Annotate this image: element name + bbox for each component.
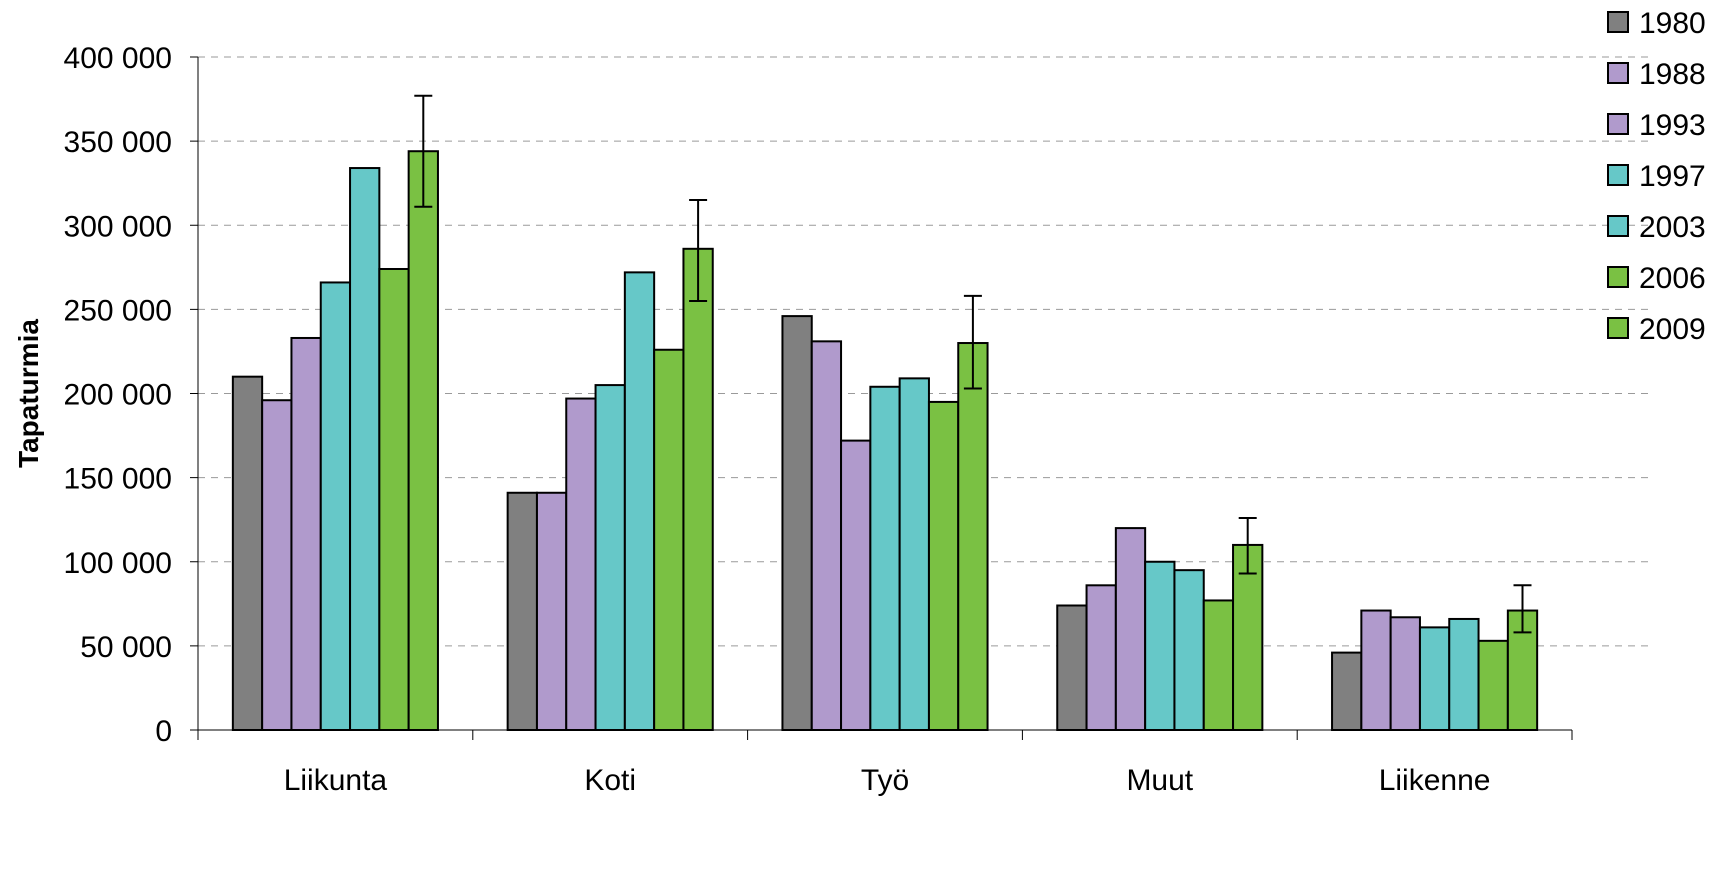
bar-2009-koti xyxy=(682,247,714,731)
legend-label-2003: 2003 xyxy=(1639,211,1706,244)
bar-1993-muut xyxy=(1114,527,1147,731)
bar-2003-liikunta xyxy=(349,167,381,732)
bar-1988-työ xyxy=(810,340,843,731)
bar-1988-liikunta xyxy=(261,399,293,731)
bar-1993-koti xyxy=(565,397,597,731)
y-tick-label: 100 000 xyxy=(64,547,172,580)
bar-1980-liikenne xyxy=(1331,651,1363,731)
x-tick-label: Muut xyxy=(1126,764,1193,797)
x-tick-label: Työ xyxy=(861,764,909,797)
bar-1997-liikunta xyxy=(319,281,352,731)
legend-label-1980: 1980 xyxy=(1639,7,1706,40)
bar-1997-koti xyxy=(594,384,626,731)
bar-1997-liikenne xyxy=(1418,626,1451,731)
bar-2006-liikunta xyxy=(378,267,410,731)
legend-swatch-2009 xyxy=(1607,317,1629,339)
bar-2009-työ xyxy=(957,342,989,731)
legend-label-1997: 1997 xyxy=(1639,160,1706,193)
legend: 1980 1988 1993 1997 2003 2006 2009 xyxy=(1607,7,1706,346)
y-tick-label: 150 000 xyxy=(64,463,172,496)
bars xyxy=(231,150,1539,732)
bar-2009-liikunta xyxy=(407,150,439,732)
y-tick-label: 50 000 xyxy=(80,631,172,664)
y-tick-label: 0 xyxy=(155,715,172,748)
x-tick-label: Koti xyxy=(584,764,636,797)
bar-2009-muut xyxy=(1232,543,1264,731)
bar-2003-koti xyxy=(623,271,656,731)
y-tick-label: 300 000 xyxy=(64,210,172,243)
legend-label-1993: 1993 xyxy=(1639,109,1706,142)
bar-2006-liikenne xyxy=(1477,639,1509,732)
bar-1993-liikenne xyxy=(1389,616,1421,732)
legend-swatch-2006 xyxy=(1607,266,1629,288)
legend-swatch-1980 xyxy=(1607,11,1629,33)
bar-1988-koti xyxy=(535,491,568,731)
y-tick-label: 350 000 xyxy=(64,126,172,159)
legend-swatch-1988 xyxy=(1607,62,1629,84)
bar-2003-muut xyxy=(1173,569,1205,731)
error-bars xyxy=(414,94,1532,634)
axes: 0 50 000 100 000 150 000 200 000 250 000 300 0… xyxy=(64,42,1573,797)
bar-2006-koti xyxy=(653,348,685,731)
bar-2003-liikenne xyxy=(1448,617,1480,732)
legend-swatch-2003 xyxy=(1607,215,1629,237)
y-tick-label: 400 000 xyxy=(64,42,172,75)
y-tick-label: 250 000 xyxy=(64,294,172,327)
legend-swatch-1997 xyxy=(1607,164,1629,186)
x-tick-label: Liikunta xyxy=(284,764,388,797)
legend-label-2009: 2009 xyxy=(1639,313,1706,346)
bar-2006-työ xyxy=(927,400,960,731)
bar-2003-työ xyxy=(898,377,930,731)
bar-1980-liikunta xyxy=(231,375,264,731)
bar-1980-muut xyxy=(1056,604,1088,731)
bar-1980-työ xyxy=(781,315,813,731)
bar-1993-liikunta xyxy=(290,336,322,731)
y-axis-title: Tapaturmia xyxy=(13,319,44,468)
y-tick-label: 200 000 xyxy=(64,379,172,412)
legend-label-2006: 2006 xyxy=(1639,262,1706,295)
bar-1993-työ xyxy=(840,439,872,731)
bar-1997-työ xyxy=(869,385,901,731)
x-tick-label: Liikenne xyxy=(1379,764,1491,797)
bar-2006-muut xyxy=(1202,599,1235,732)
bar-1997-muut xyxy=(1144,560,1176,731)
legend-label-1988: 1988 xyxy=(1639,58,1706,91)
legend-swatch-1993 xyxy=(1607,113,1629,135)
bar-1980-koti xyxy=(506,491,538,731)
bar-1988-muut xyxy=(1085,584,1117,731)
bar-1988-liikenne xyxy=(1360,609,1392,731)
